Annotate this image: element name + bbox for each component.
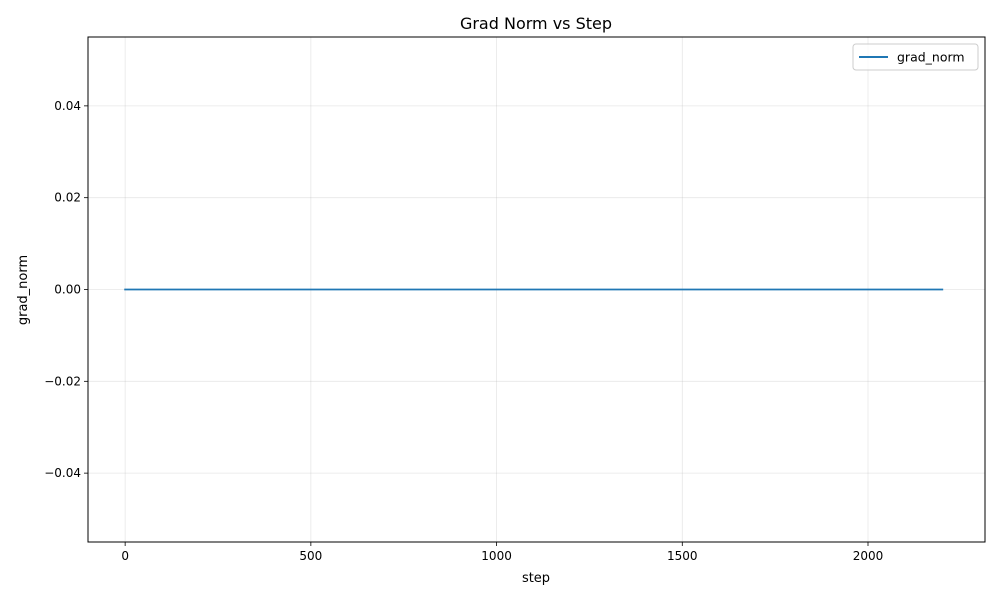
y-tick-label: 0.04 (54, 99, 81, 113)
y-tick-label: −0.04 (44, 466, 81, 480)
x-tick-label: 0 (121, 549, 129, 563)
y-ticks: −0.04 −0.02 0.00 0.02 0.04 (44, 99, 88, 480)
x-tick-label: 1000 (481, 549, 512, 563)
x-tick-label: 1500 (667, 549, 698, 563)
x-tick-label: 500 (299, 549, 322, 563)
y-tick-label: 0.02 (54, 191, 81, 205)
legend-box (852, 43, 979, 71)
y-tick-label: −0.02 (44, 374, 81, 388)
y-tick-label: 0.00 (54, 283, 81, 297)
legend: grad_norm (852, 43, 979, 71)
x-tick-label: 2000 (853, 549, 884, 563)
x-ticks: 0 500 1000 1500 2000 (121, 542, 883, 563)
legend-label-grad-norm: grad_norm (897, 50, 965, 65)
chart-title: Grad Norm vs Step (460, 14, 612, 33)
x-axis-label: step (522, 571, 550, 586)
y-axis-label: grad_norm (16, 255, 31, 325)
